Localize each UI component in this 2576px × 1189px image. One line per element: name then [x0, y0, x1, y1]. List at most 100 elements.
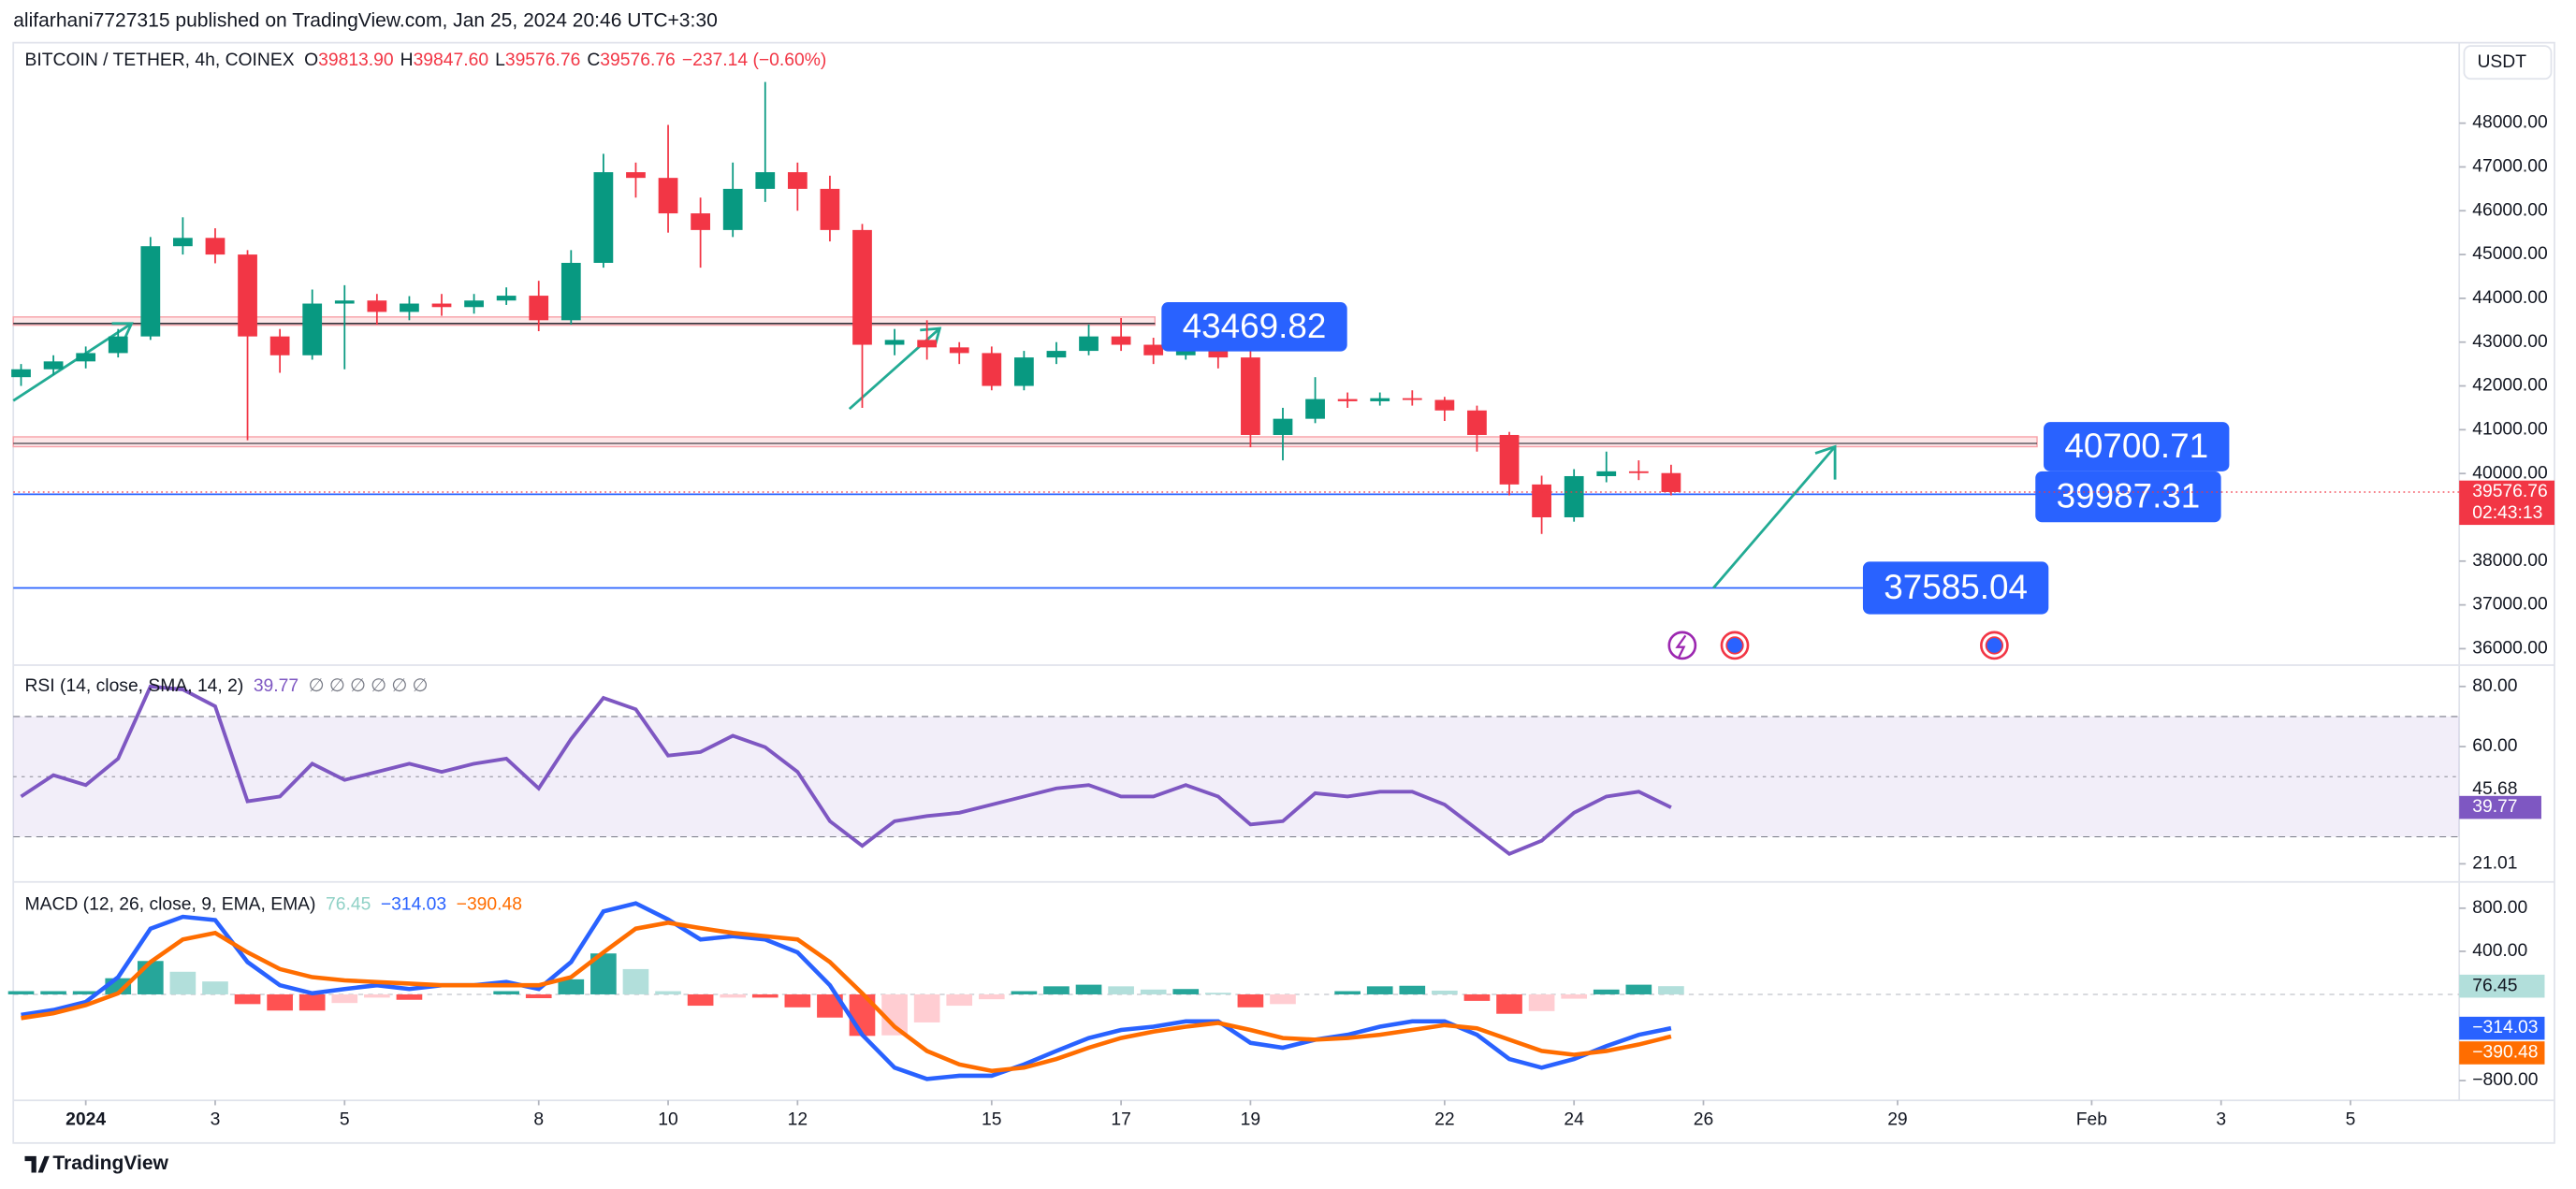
legend-key: H — [400, 51, 414, 70]
candle-body — [658, 178, 678, 214]
x-tick-label: 26 — [1694, 1109, 1713, 1129]
histogram-bar — [1011, 991, 1038, 994]
candle-body — [852, 229, 872, 345]
value-box — [2459, 1041, 2545, 1065]
histogram-bar — [525, 993, 552, 999]
histogram-bar — [1205, 993, 1231, 994]
x-tick-label: 8 — [533, 1109, 544, 1129]
y-tick-label: 80.00 — [2472, 676, 2517, 696]
legend-value: 39847.60 — [414, 51, 488, 70]
histogram-bar — [558, 979, 585, 994]
y-tick-label: −800.00 — [2472, 1070, 2538, 1090]
zone — [12, 436, 2038, 448]
y-tick-label: 47000.00 — [2472, 157, 2548, 177]
legend-key: C — [587, 51, 600, 70]
candle-body — [626, 172, 646, 179]
candle-body — [982, 353, 1002, 386]
histogram-bar — [1658, 986, 1684, 994]
candle-body — [1208, 348, 1229, 358]
x-tick-label: Feb — [2076, 1109, 2107, 1129]
currency[interactable]: USDT — [2478, 52, 2527, 72]
histogram-bar — [72, 991, 99, 994]
x-tick-label: 5 — [340, 1109, 350, 1129]
macd-line — [21, 901, 1672, 1081]
legend-change: −237.14 (−0.60%) — [682, 51, 827, 70]
candle-body — [1628, 471, 1649, 473]
y-tick-label: 38000.00 — [2472, 551, 2548, 571]
value-box — [2459, 795, 2541, 819]
candle-body — [108, 336, 128, 354]
y-tick-label: 42000.00 — [2472, 376, 2548, 396]
candle-body — [755, 172, 776, 189]
candle-body — [1532, 484, 1551, 517]
currency-box[interactable] — [2463, 45, 2553, 80]
x-tick-label: 22 — [1434, 1109, 1454, 1129]
event-icons — [1667, 631, 2009, 660]
last-price-box — [2459, 480, 2555, 526]
candle-body — [1370, 398, 1390, 401]
y-tick-label: 800.00 — [2472, 898, 2527, 918]
value-box-label: −314.03 — [2472, 1018, 2538, 1037]
candle-body — [529, 296, 549, 321]
histogram-bar — [1140, 989, 1167, 994]
y-tick-label: 40000.00 — [2472, 463, 2548, 483]
candle-body — [1596, 471, 1617, 476]
y-tick-label: 48000.00 — [2472, 113, 2548, 133]
candle-body — [1046, 351, 1067, 358]
candle-body — [1175, 348, 1196, 355]
annotation-label: 37585.04 — [1884, 568, 2028, 606]
candle-body — [1305, 399, 1325, 419]
x-tick-label: 3 — [2216, 1109, 2226, 1129]
x-tick-label: 2024 — [65, 1109, 106, 1129]
histogram-bar — [40, 991, 66, 994]
x-tick-label: 12 — [788, 1109, 808, 1129]
candle-body — [1241, 357, 1260, 435]
candle-body — [917, 340, 938, 348]
legend-key: L — [495, 51, 505, 70]
y-tick-label: 400.00 — [2472, 941, 2527, 961]
value-box-label: −390.48 — [2472, 1043, 2538, 1063]
legend-key: O — [304, 51, 318, 70]
histogram-bar — [1108, 986, 1134, 994]
event-icon — [1675, 634, 1687, 658]
histogram-bar — [169, 971, 196, 994]
candle-body — [76, 353, 96, 362]
histogram-bar — [1496, 993, 1522, 1014]
histogram-bar — [720, 993, 747, 998]
legend-value: 39813.90 — [318, 51, 394, 70]
x-tick-label: 10 — [658, 1109, 677, 1129]
histogram-bar — [298, 993, 326, 1011]
histogram-bar — [396, 993, 423, 1000]
candle-body — [1564, 475, 1584, 517]
candle-body — [302, 303, 323, 355]
candle-body — [400, 303, 419, 312]
candle-body — [820, 188, 840, 230]
candle-body — [173, 238, 193, 247]
x-tick-label: 17 — [1111, 1109, 1130, 1129]
histogram-bar — [1366, 986, 1393, 994]
legend-value: 39576.76 — [505, 51, 581, 70]
x-tick-label: 15 — [982, 1109, 1001, 1129]
histogram-bar — [137, 961, 164, 994]
histogram-bar — [751, 993, 779, 998]
histogram-bar — [655, 991, 681, 994]
histogram-bar — [364, 993, 390, 998]
histogram-bar — [202, 981, 228, 994]
candle-body — [1402, 398, 1422, 400]
candle-body — [1467, 410, 1487, 435]
indicator-title: MACD (12, 26, close, 9, EMA, EMA) — [25, 894, 316, 914]
histogram-bar — [1432, 990, 1458, 994]
zone — [12, 316, 1157, 326]
y-tick-label: 37000.00 — [2472, 595, 2548, 615]
x-tick-label: 24 — [1564, 1109, 1584, 1129]
candle-body — [1434, 399, 1455, 411]
annotation-box — [2035, 471, 2221, 523]
symbol: BITCOIN / TETHER, 4h, COINEX — [25, 51, 295, 70]
frame — [12, 41, 2555, 1144]
logo — [24, 1155, 50, 1173]
histogram-bar — [1528, 993, 1555, 1011]
candle-body — [140, 246, 161, 337]
histogram-bar — [493, 991, 519, 994]
